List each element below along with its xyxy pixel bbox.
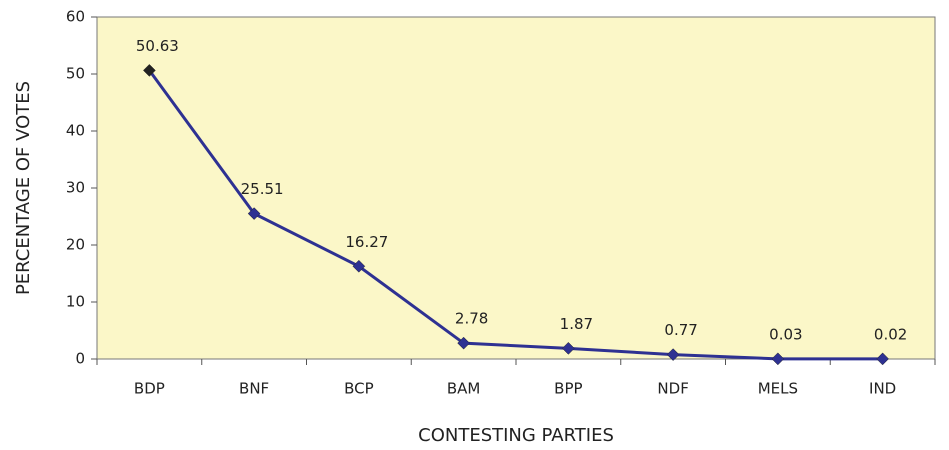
x-tick-label: BPP bbox=[554, 380, 582, 398]
data-label: 25.51 bbox=[241, 180, 284, 198]
x-tick-label: MELS bbox=[758, 380, 798, 398]
y-tick-label: 10 bbox=[66, 293, 85, 311]
data-label: 1.87 bbox=[560, 315, 593, 333]
plot-area bbox=[96, 16, 936, 360]
marker bbox=[247, 207, 261, 220]
marker bbox=[666, 348, 680, 361]
data-label: 50.63 bbox=[136, 37, 179, 55]
y-axis-title: PERCENTAGE OF VOTES bbox=[13, 81, 34, 295]
x-tick-label: NDF bbox=[657, 380, 688, 398]
marker bbox=[457, 336, 470, 350]
x-tick-label: BNF bbox=[239, 380, 269, 398]
data-label: 0.03 bbox=[769, 325, 802, 343]
y-tick-label: 30 bbox=[66, 179, 85, 197]
data-label: 0.77 bbox=[664, 321, 697, 339]
x-tick-label: BCP bbox=[344, 380, 374, 398]
marker bbox=[876, 352, 889, 366]
data-line bbox=[148, 69, 883, 361]
marker bbox=[143, 64, 156, 77]
data-label: 16.27 bbox=[345, 233, 388, 251]
x-tick-label: BAM bbox=[447, 380, 481, 398]
x-axis-title: CONTESTING PARTIES bbox=[418, 425, 614, 446]
y-tick-label: 0 bbox=[75, 350, 85, 368]
marker bbox=[562, 341, 575, 355]
y-tick-label: 20 bbox=[66, 236, 85, 254]
y-tick-label: 40 bbox=[66, 122, 85, 140]
x-tick-label: IND bbox=[869, 380, 896, 398]
marker bbox=[771, 352, 785, 366]
x-tick-label: BDP bbox=[134, 380, 165, 398]
y-tick-label: 60 bbox=[66, 8, 85, 26]
marker bbox=[352, 259, 366, 273]
data-label: 0.02 bbox=[874, 325, 907, 343]
data-label: 2.78 bbox=[455, 310, 488, 328]
y-tick-label: 50 bbox=[66, 65, 85, 83]
